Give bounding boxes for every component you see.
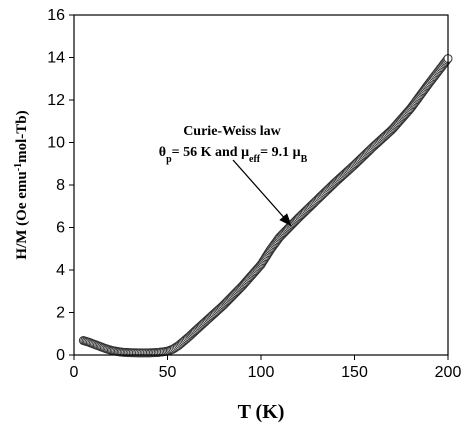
y-tick-label: 8 [56, 177, 65, 194]
y-tick-label: 12 [47, 92, 65, 109]
y-axis-title: H/M (Oe emu-1mol-Tb) [13, 110, 31, 259]
x-tick-label: 200 [435, 364, 461, 381]
axis-ticks: 0 50 100 150 200 0 2 4 6 8 10 12 14 16 [47, 7, 461, 381]
y-tick-label: 6 [56, 220, 65, 237]
plot-frame [73, 14, 449, 356]
annotation-title: Curie-Weiss law [183, 124, 281, 139]
y-tick-label: 0 [56, 347, 65, 364]
curie-weiss-annotation: Curie-Weiss law θp= 56 K and μeff= 9.1 μ… [159, 124, 308, 227]
y-tick-label: 16 [47, 7, 65, 24]
x-axis-title: T (K) [238, 401, 285, 423]
y-tick-label: 2 [56, 305, 65, 322]
x-tick-label: 150 [341, 364, 368, 381]
x-tick-label: 0 [70, 364, 79, 381]
y-tick-label: 4 [56, 262, 65, 279]
annotation-params: θp= 56 K and μeff= 9.1 μB [159, 145, 308, 165]
x-tick-label: 50 [159, 364, 177, 381]
data-series [78, 54, 453, 358]
y-tick-label: 10 [47, 135, 65, 152]
annotation-arrow [232, 159, 292, 227]
x-tick-label: 100 [248, 364, 275, 381]
y-tick-label: 14 [47, 50, 65, 67]
